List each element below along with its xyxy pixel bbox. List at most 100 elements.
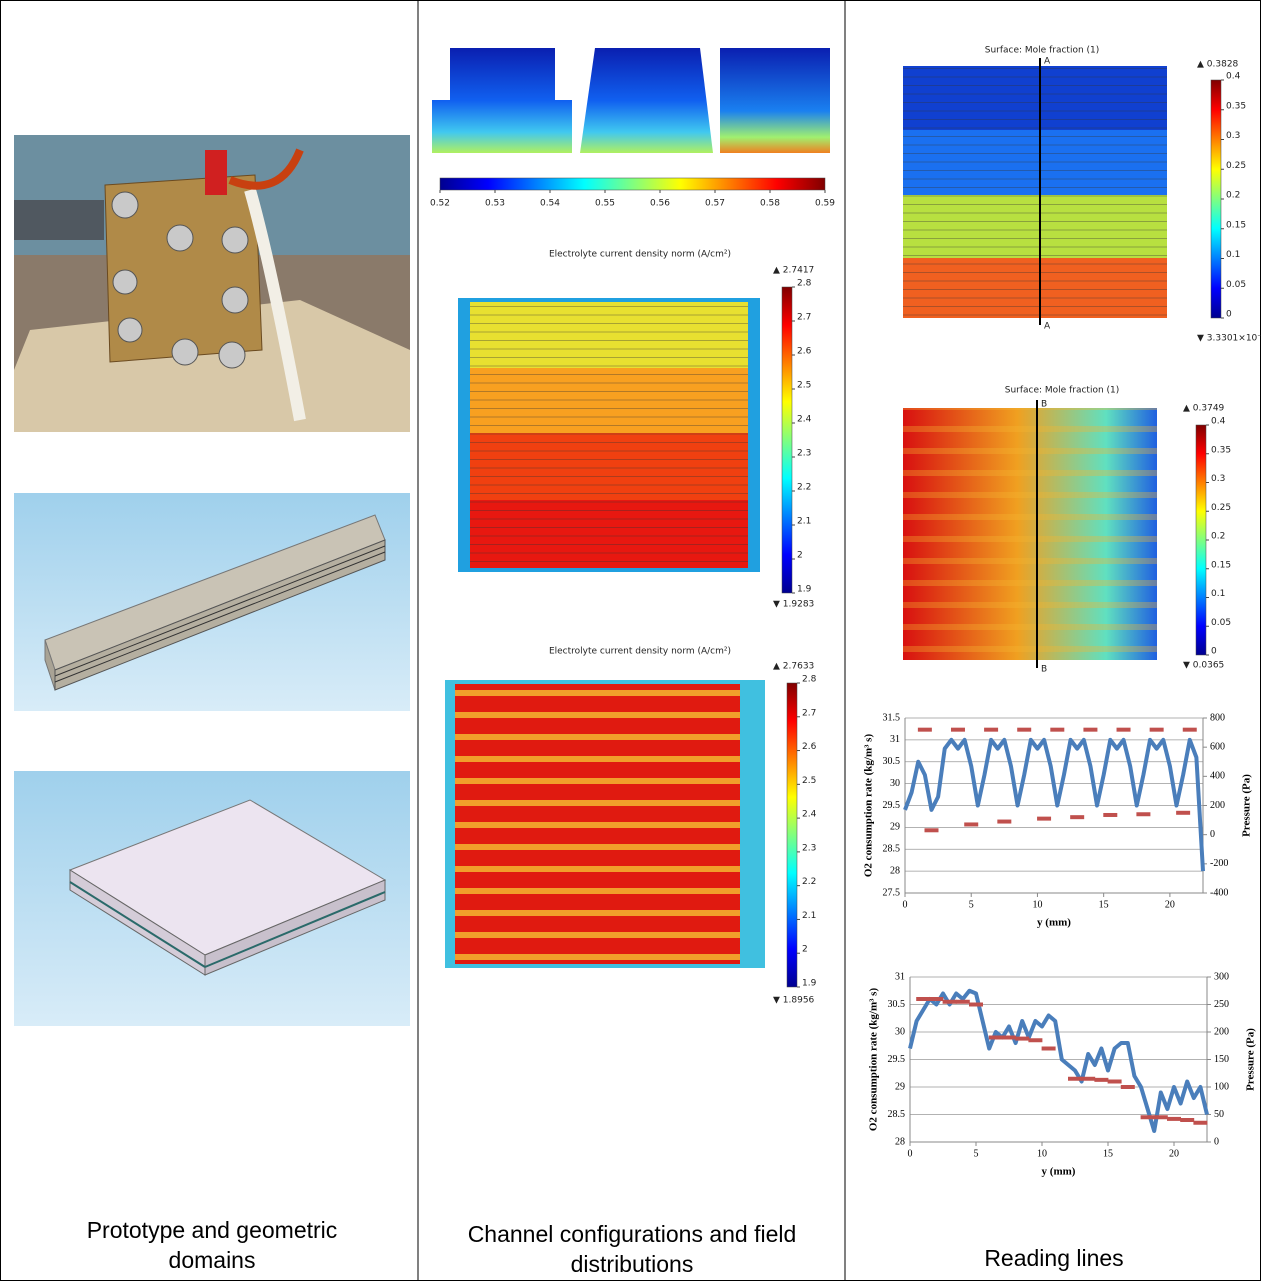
reading-line-label: B: [1041, 400, 1047, 410]
y-tick-label: 30: [895, 1026, 905, 1037]
mole-fraction-map: [903, 408, 1157, 660]
y2-tick-label: 600: [1210, 741, 1225, 752]
x-tick-label: 15: [1103, 1148, 1113, 1159]
colorbar-tick-label: 0.58: [760, 199, 780, 209]
colorbar-tick-label: 0.05: [1211, 618, 1231, 628]
y2-tick-label: -200: [1210, 858, 1228, 869]
x-tick-label: 10: [1037, 1148, 1047, 1159]
y-tick-label: 28.5: [888, 1109, 906, 1120]
colorbar-min: ▼ 1.9283: [773, 600, 814, 610]
y-tick-label: 30.5: [883, 756, 901, 767]
cell-render: [14, 771, 410, 1026]
colorbar-tick-label: 1.9: [797, 585, 812, 595]
y-tick-label: 29.5: [888, 1054, 906, 1065]
colorbar-tick-label: 0.05: [1226, 280, 1246, 290]
y2-tick-label: 200: [1214, 1026, 1229, 1037]
current-density-map: [458, 298, 760, 572]
colorbar-max: ▲ 0.3749: [1183, 404, 1225, 414]
colorbar-tick-label: 0.35: [1226, 101, 1246, 111]
cross-section-plot: [432, 48, 830, 153]
y2-tick-label: 50: [1214, 1109, 1224, 1120]
y2-tick-label: 400: [1210, 771, 1225, 782]
y2-tick-label: 100: [1214, 1081, 1229, 1092]
colorbar-max: ▲ 2.7633: [773, 662, 814, 672]
x-tick-label: 0: [908, 1148, 913, 1159]
colorbar-tick-label: 0.1: [1211, 589, 1225, 599]
colorbar-tick-label: 0.52: [430, 199, 450, 209]
mole-fraction-map: [903, 66, 1167, 318]
colorbar-min: ▼ 0.0365: [1183, 661, 1224, 671]
caption: distributions: [571, 1251, 694, 1277]
caption: domains: [169, 1247, 256, 1273]
x-tick-label: 20: [1165, 899, 1175, 910]
colorbar: [1210, 79, 1222, 319]
colorbar-title: Surface: Mole fraction (1): [985, 46, 1100, 56]
colorbar-tick-label: 0.54: [540, 199, 560, 209]
colorbar-tick-label: 2: [797, 551, 803, 561]
reading-line-label: A: [1044, 57, 1051, 67]
reading-line-label: A: [1044, 322, 1051, 332]
colorbar-tick-label: 0.55: [595, 199, 615, 209]
prototype-photo: [14, 135, 410, 432]
colorbar: [1195, 424, 1207, 656]
caption: Prototype and geometric: [87, 1217, 338, 1243]
colorbar: [439, 177, 826, 191]
y2-axis-title: Pressure (Pa): [1245, 1028, 1257, 1091]
colorbar-title: Surface: Mole fraction (1): [1005, 386, 1120, 396]
y-axis-title: O2 consumption rate (kg/m³ s): [868, 988, 880, 1132]
y-tick-label: 29: [890, 822, 900, 833]
colorbar-tick-label: 2.6: [802, 742, 817, 752]
x-tick-label: 0: [903, 899, 908, 910]
colorbar-tick-label: 0.15: [1211, 560, 1231, 570]
y2-tick-label: -400: [1210, 887, 1228, 898]
colorbar-tick-label: 0.15: [1226, 220, 1246, 230]
y2-tick-label: 0: [1210, 829, 1215, 840]
y2-tick-label: 0: [1214, 1136, 1219, 1147]
y-tick-label: 28.5: [883, 844, 901, 855]
colorbar-tick-label: 2.3: [802, 843, 816, 853]
y-tick-label: 31: [890, 734, 900, 745]
colorbar-tick-label: 0.3: [1226, 131, 1240, 141]
colorbar-tick-label: 0.53: [485, 199, 505, 209]
caption: Channel configurations and field: [468, 1221, 797, 1247]
colorbar-tick-label: 2.7: [802, 708, 816, 718]
colorbar-title: Electrolyte current density norm (A/cm²): [549, 250, 731, 260]
colorbar-tick-label: 0.35: [1211, 445, 1231, 455]
colorbar-tick-label: 0.59: [815, 199, 835, 209]
colorbar-tick-label: 2.4: [797, 415, 812, 425]
y2-tick-label: 250: [1214, 999, 1229, 1010]
reading-line-label: B: [1041, 665, 1047, 675]
colorbar-tick-label: 2.7: [797, 313, 811, 323]
colorbar-tick-label: 1.9: [802, 979, 817, 989]
colorbar-tick-label: 2.5: [797, 381, 811, 391]
x-tick-label: 10: [1032, 899, 1042, 910]
y2-tick-label: 800: [1210, 712, 1225, 723]
colorbar-tick-label: 0.1: [1226, 250, 1240, 260]
colorbar-tick-label: 0.3: [1211, 474, 1225, 484]
colorbar-tick-label: 2.8: [802, 675, 817, 685]
colorbar-min: ▼ 1.8956: [773, 996, 815, 1006]
y-tick-label: 31: [895, 971, 905, 982]
consumption-line: [908, 988, 1209, 1133]
colorbar-tick-label: 2.1: [797, 517, 811, 527]
x-tick-label: 20: [1169, 1148, 1179, 1159]
colorbar-tick-label: 2.8: [797, 279, 812, 289]
colorbar-tick-label: 2.2: [797, 483, 811, 493]
y2-tick-label: 300: [1214, 971, 1229, 982]
caption: Reading lines: [984, 1245, 1123, 1271]
y-tick-label: 29: [895, 1081, 905, 1092]
colorbar-tick-label: 0.4: [1211, 417, 1226, 427]
colorbar: [781, 286, 793, 594]
y2-tick-label: 200: [1210, 800, 1225, 811]
y2-tick-label: 150: [1214, 1054, 1229, 1065]
colorbar-max: ▲ 0.3828: [1197, 60, 1239, 70]
y-tick-label: 27.5: [883, 887, 901, 898]
y-tick-label: 31.5: [883, 712, 901, 723]
colorbar: [786, 682, 798, 988]
y-tick-label: 30.5: [888, 999, 906, 1010]
colorbar-tick-label: 0.2: [1226, 191, 1240, 201]
y2-axis-title: Pressure (Pa): [1241, 774, 1253, 837]
y-tick-label: 28: [890, 865, 900, 876]
colorbar-tick-label: 0: [1226, 310, 1232, 320]
